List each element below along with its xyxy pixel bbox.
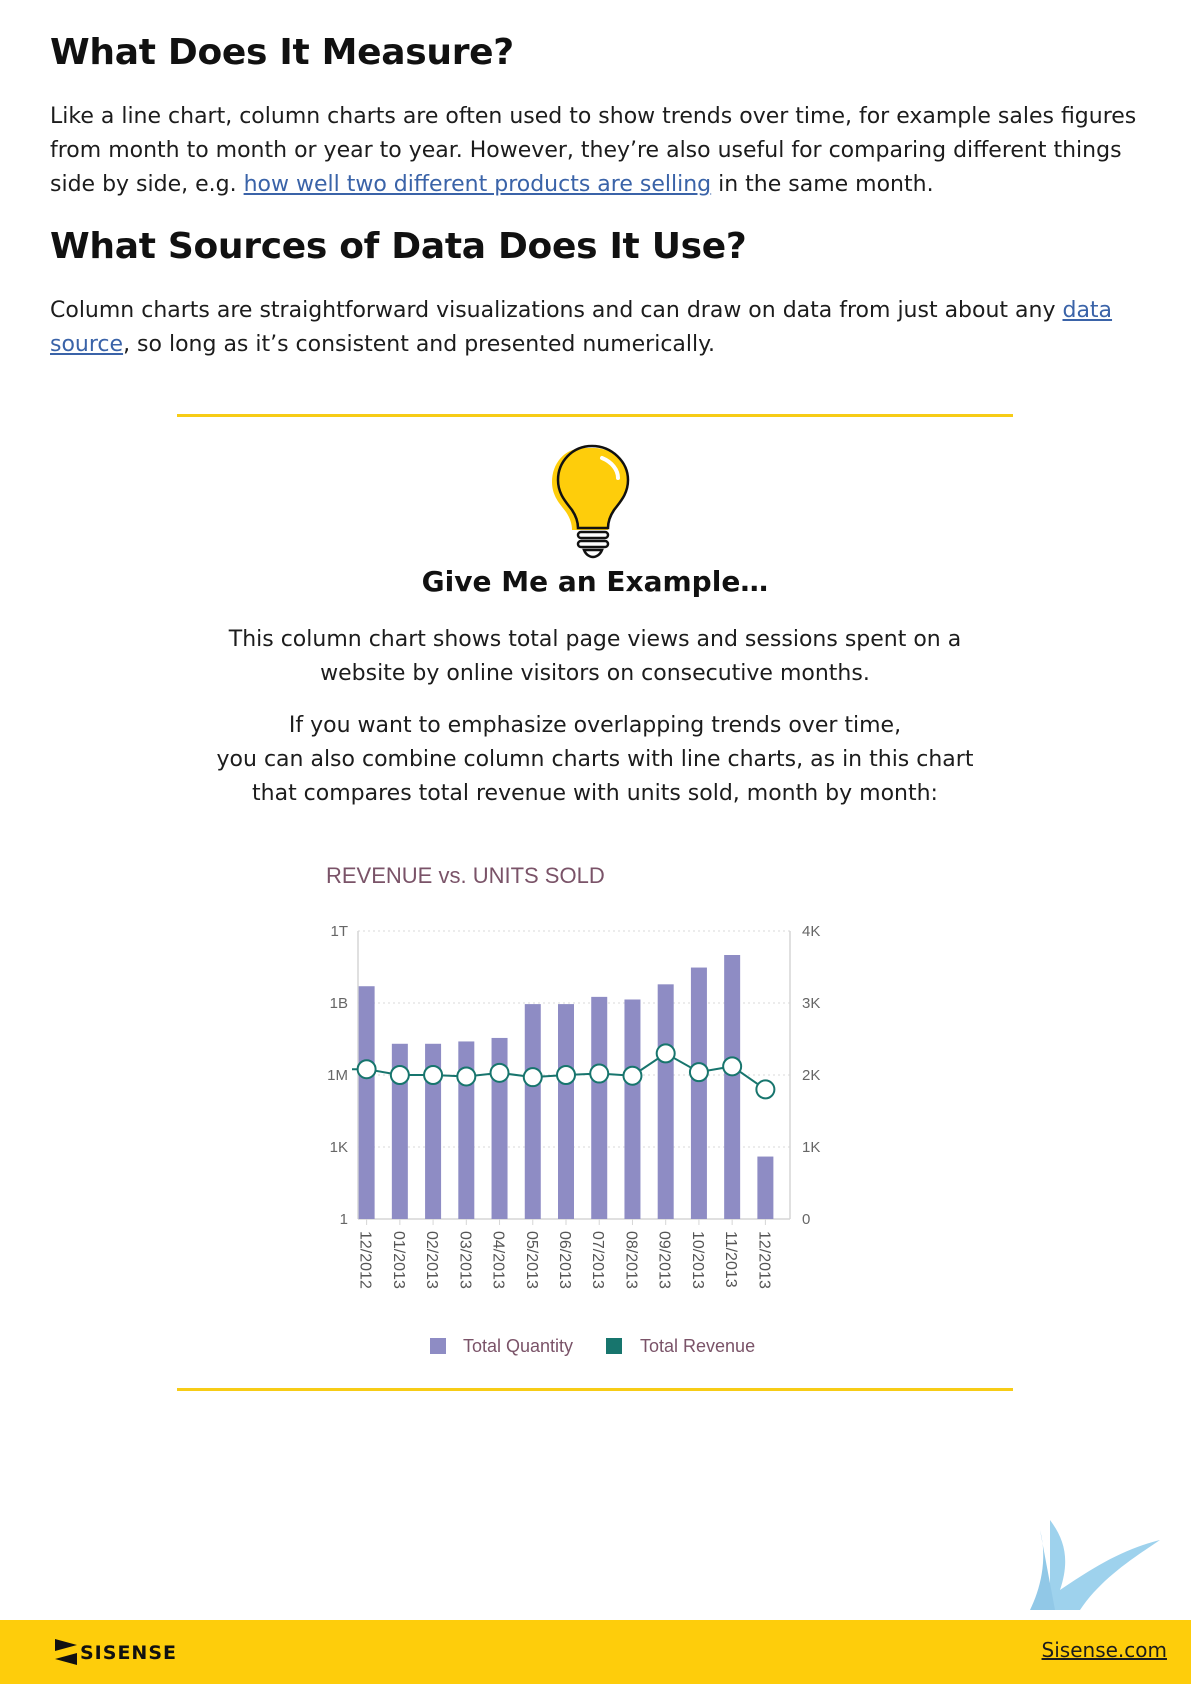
quantity-bar — [391, 1043, 408, 1219]
measure-paragraph-text: Like a line chart, column charts are oft… — [50, 104, 1137, 197]
chart-title: REVENUE vs. UNITS SOLD — [326, 863, 605, 888]
quantity-bar — [425, 1043, 442, 1219]
y-right-tick-label: 4K — [802, 923, 820, 940]
y-left-tick-label: 1M — [327, 1067, 348, 1084]
revenue-line — [352, 1043, 776, 1100]
quantity-bar — [624, 999, 641, 1219]
revenue-point — [522, 1067, 543, 1088]
chart-legend[interactable]: Total Quantity Total Revenue — [430, 1336, 755, 1356]
x-tick-label: 08/2013 — [622, 1231, 639, 1289]
sources-paragraph-tail: , so long as it’s consistent and present… — [123, 332, 716, 357]
x-tick-label: 07/2013 — [589, 1231, 606, 1289]
legend-swatch-quantity[interactable] — [430, 1338, 446, 1354]
lightbulb-icon — [552, 444, 630, 559]
products-selling-link[interactable]: how well two different products are sell… — [243, 172, 712, 197]
quantity-bar — [591, 996, 608, 1219]
example-title: Give Me an Example… — [421, 565, 769, 598]
revenue-point — [655, 1043, 676, 1064]
quantity-bar — [558, 1004, 574, 1219]
example-bottom-divider — [177, 1388, 1013, 1391]
y-right-tick-label: 3K — [802, 995, 820, 1012]
heading-data-sources: What Sources of Data Does It Use? — [50, 226, 747, 267]
quantity-bars — [358, 955, 774, 1219]
x-tick-label: 11/2013 — [722, 1231, 739, 1288]
y-left-tick-label: 1B — [330, 995, 348, 1012]
revenue-point — [622, 1065, 643, 1086]
quantity-bar — [724, 955, 741, 1219]
revenue-point — [423, 1065, 444, 1085]
x-tick-label: 12/2012 — [357, 1231, 374, 1289]
example-top-divider — [177, 414, 1013, 417]
quantity-bar — [657, 984, 674, 1219]
quantity-bar — [458, 1041, 475, 1219]
quantity-bar — [491, 1037, 508, 1219]
x-tick-label: 03/2013 — [456, 1231, 473, 1289]
example-combo-line2: you can also combine column charts with … — [216, 747, 974, 806]
heading-what-does-it-measure: What Does It Measure? — [50, 32, 514, 73]
revenue-units-chart: REVENUE vs. UNITS SOLD 1T 1B 1M 1K 1 4K 3K 2K 1K… — [326, 863, 820, 1356]
x-tick-label: 09/2013 — [656, 1231, 673, 1289]
quantity-bar — [757, 1156, 774, 1219]
quantity-bar — [524, 1004, 541, 1219]
sources-paragraph-text: Column charts are straightforward visual… — [50, 298, 1063, 323]
page-footer: SISENSE Sisense.com — [0, 1620, 1191, 1684]
revenue-point — [556, 1065, 576, 1085]
measure-paragraph: Like a line chart, column charts are oft… — [50, 100, 1150, 202]
x-tick-label: 06/2013 — [556, 1231, 573, 1289]
measure-paragraph-tail: in the same month. — [711, 172, 934, 197]
x-tick-label: 05/2013 — [523, 1231, 540, 1289]
revenue-point — [389, 1065, 410, 1085]
example-combo-line1: If you want to emphasize overlapping tre… — [288, 713, 902, 738]
x-tick-label: 12/2013 — [755, 1231, 772, 1289]
sisense-logo-icon — [55, 1639, 77, 1665]
y-right-tick-label: 0 — [802, 1211, 810, 1228]
revenue-point — [755, 1079, 776, 1100]
revenue-point — [489, 1062, 510, 1083]
legend-label-revenue[interactable]: Total Revenue — [640, 1336, 755, 1356]
data-source-link[interactable]: data source — [50, 298, 1113, 357]
quantity-bar — [358, 986, 375, 1219]
x-tick-label: 10/2013 — [689, 1231, 706, 1289]
y-left-tick-label: 1K — [330, 1139, 348, 1156]
revenue-point — [356, 1059, 377, 1080]
quantity-bar — [690, 967, 707, 1219]
footer-brand: SISENSE — [80, 1642, 177, 1664]
y-right-tick-label: 2K — [802, 1067, 820, 1084]
legend-swatch-revenue[interactable] — [606, 1338, 622, 1354]
revenue-point — [589, 1063, 610, 1084]
example-description: This column chart shows total page views… — [228, 627, 962, 686]
x-axis-labels: 12/2012 01/2013 02/2013 03/2013 04/2013 05/20… — [357, 1231, 773, 1289]
sisense-website-link[interactable]: Sisense.com — [1041, 1638, 1167, 1662]
x-tick-label: 02/2013 — [423, 1231, 440, 1289]
sources-paragraph: Column charts are straightforward visual… — [50, 294, 1150, 362]
revenue-point — [688, 1062, 709, 1083]
y-left-tick-label: 1T — [330, 923, 348, 940]
x-tick-label: 04/2013 — [490, 1231, 507, 1289]
legend-label-quantity[interactable]: Total Quantity — [463, 1336, 573, 1356]
revenue-point — [456, 1066, 477, 1087]
revenue-point — [722, 1056, 743, 1077]
y-left-tick-label: 1 — [340, 1211, 348, 1228]
y-right-tick-label: 1K — [802, 1139, 820, 1156]
x-tick-label: 01/2013 — [390, 1231, 407, 1289]
